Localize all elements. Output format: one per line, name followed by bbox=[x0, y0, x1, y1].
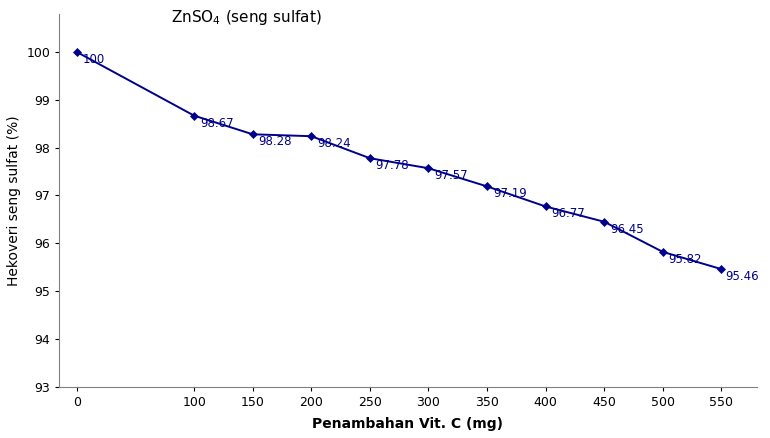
Text: 97.78: 97.78 bbox=[376, 159, 410, 172]
Text: 98.24: 98.24 bbox=[317, 137, 351, 150]
Text: 97.19: 97.19 bbox=[493, 187, 527, 200]
Text: ZnSO$_4$ (seng sulfat): ZnSO$_4$ (seng sulfat) bbox=[171, 8, 321, 27]
X-axis label: Penambahan Vit. C (mg): Penambahan Vit. C (mg) bbox=[313, 417, 504, 431]
Text: 95.82: 95.82 bbox=[668, 253, 702, 266]
Y-axis label: Hekoveri seng sulfat (%): Hekoveri seng sulfat (%) bbox=[7, 115, 21, 286]
Text: 96.45: 96.45 bbox=[610, 223, 644, 236]
Text: 97.57: 97.57 bbox=[434, 169, 468, 182]
Text: 96.77: 96.77 bbox=[551, 208, 585, 220]
Text: 98.67: 98.67 bbox=[200, 117, 233, 130]
Text: 95.46: 95.46 bbox=[725, 270, 758, 283]
Text: 98.28: 98.28 bbox=[259, 135, 292, 148]
Text: 100: 100 bbox=[83, 53, 105, 66]
